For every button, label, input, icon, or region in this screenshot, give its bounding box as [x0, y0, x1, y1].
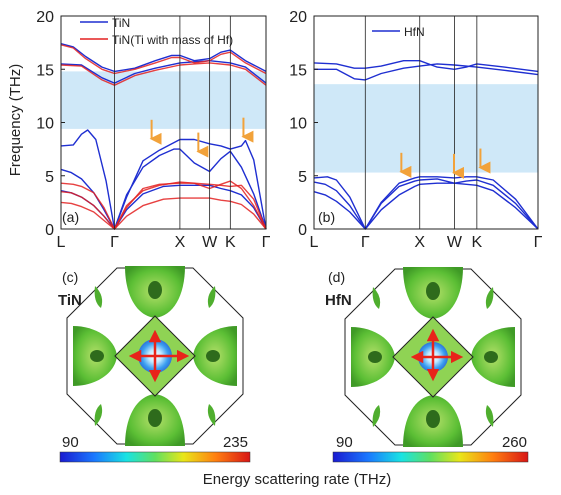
- y-tick-label: 20: [289, 9, 307, 26]
- colorbar-tin: 90 235: [59, 434, 251, 463]
- panel-d: (d) HfN: [325, 267, 522, 447]
- high-symmetry-lines: [364, 16, 478, 229]
- legend: TiN TiN(Ti with mass of Hf): [80, 16, 233, 47]
- bz-outline: [66, 267, 244, 445]
- corner-sliver: [485, 405, 494, 427]
- band-curve: [60, 182, 267, 230]
- corner-sliver: [207, 404, 216, 426]
- colorbar-max-label: 260: [502, 434, 527, 451]
- lobe-hole: [484, 351, 498, 363]
- corner-sliver: [485, 287, 494, 309]
- dispersion-series: [313, 60, 539, 230]
- lobe-hole: [426, 410, 440, 428]
- y-tick-label: 5: [298, 169, 307, 186]
- corner-sliver: [94, 404, 103, 426]
- corner-sliver: [94, 286, 103, 308]
- y-tick-label: 10: [289, 116, 307, 133]
- legend-entry: HfN: [404, 25, 425, 39]
- y-tick-label: 10: [36, 116, 54, 133]
- y-tick-labels: 0 5 10 15 20: [36, 9, 65, 239]
- brillouin-zone-render-tin: [66, 266, 244, 446]
- x-tick-label: Γ: [361, 234, 370, 251]
- y-tick-label: 15: [36, 62, 54, 79]
- colorbar-gradient: [59, 451, 251, 463]
- x-tick-label: Γ: [534, 234, 543, 251]
- colorbar-min-label: 90: [62, 434, 79, 451]
- y-tick-label: 5: [45, 169, 54, 186]
- band-curve: [60, 197, 267, 230]
- colorbar-max-label: 235: [223, 434, 248, 451]
- panel-label-c: (c): [62, 269, 78, 285]
- lobe-hole: [148, 281, 162, 299]
- x-tick-label: L: [57, 234, 66, 251]
- band-curve: [313, 176, 539, 230]
- y-axis-label: Frequency (THz): [7, 64, 24, 177]
- x-tick-label: L: [310, 234, 319, 251]
- panel-label-d: (d): [328, 269, 345, 285]
- lobe-hole: [90, 350, 104, 362]
- high-symmetry-lines: [114, 16, 231, 229]
- band-curve: [314, 63, 539, 81]
- colorbar-title: Energy scattering rate (THz): [203, 471, 391, 488]
- y-tick-label: 0: [298, 222, 307, 239]
- legend-entry: TiN(Ti with mass of Hf): [112, 33, 233, 47]
- legend: HfN: [372, 25, 425, 39]
- brillouin-zone-render-hfn: [344, 267, 522, 447]
- lobe-hole: [368, 351, 382, 363]
- material-label-c: TiN: [58, 292, 82, 309]
- panel-label-a: (a): [62, 209, 79, 225]
- band-curve: [60, 129, 267, 230]
- y-tick-label: 15: [289, 62, 307, 79]
- band-curve: [313, 182, 539, 230]
- corner-sliver: [372, 405, 381, 427]
- band-gap-shade: [61, 71, 266, 129]
- x-tick-label: K: [225, 234, 236, 251]
- bz-outline: [344, 268, 522, 446]
- y-tick-label: 20: [36, 9, 54, 26]
- corner-sliver: [207, 286, 216, 308]
- y-tick-labels: 0 5 10 15 20: [289, 9, 318, 239]
- x-tick-label: W: [447, 234, 463, 251]
- x-tick-label: Γ: [110, 234, 119, 251]
- band-curve: [60, 43, 267, 73]
- lobe-hole: [206, 350, 220, 362]
- band-curve: [60, 44, 267, 75]
- band-curve: [60, 60, 267, 84]
- x-tick-label: Γ: [262, 234, 271, 251]
- band-curve: [60, 148, 267, 230]
- material-label-d: HfN: [325, 292, 352, 309]
- lobe-hole: [426, 282, 440, 300]
- anomaly-arrows: [149, 117, 254, 158]
- y-tick-label: 0: [45, 222, 54, 239]
- anomaly-arrows: [399, 148, 491, 179]
- colorbar-hfn: 90 260: [332, 434, 529, 463]
- x-tick-label: X: [414, 234, 425, 251]
- band-gap-shade: [314, 84, 538, 173]
- x-tick-label: X: [175, 234, 186, 251]
- colorbar-min-label: 90: [336, 434, 353, 451]
- band-curve: [60, 62, 267, 86]
- band-curve: [60, 180, 267, 230]
- colorbar-gradient: [332, 451, 529, 463]
- band-curve: [313, 178, 539, 230]
- panel-c: (c) TiN: [58, 266, 244, 446]
- lobe-hole: [148, 409, 162, 427]
- panel-label-b: (b): [318, 209, 335, 225]
- legend-entry: TiN: [112, 16, 130, 30]
- dispersion-series: [60, 43, 267, 230]
- x-tick-label: K: [472, 234, 483, 251]
- corner-sliver: [372, 287, 381, 309]
- x-tick-label: W: [202, 234, 218, 251]
